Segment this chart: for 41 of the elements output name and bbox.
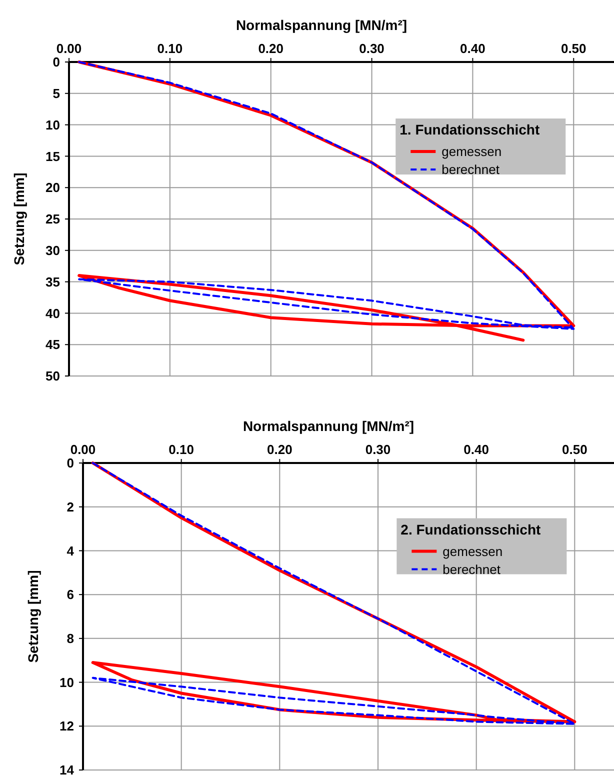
y-tick-label: 40 xyxy=(46,306,60,321)
legend-title: 1. Fundationsschicht xyxy=(400,122,540,138)
y-tick-label: 30 xyxy=(46,242,60,258)
y-tick-label: 0 xyxy=(52,54,60,70)
y-tick-label: 15 xyxy=(46,148,60,164)
y-tick-label: 12 xyxy=(60,718,74,734)
y-tick-label: 8 xyxy=(66,630,74,646)
x-tick-label: 0.10 xyxy=(168,442,194,457)
x-tick-label: 0.30 xyxy=(365,442,391,457)
y-tick-label: 50 xyxy=(46,368,60,384)
y-axis-title: Setzung [mm] xyxy=(11,172,27,266)
x-axis-title: Normalspannung [MN/m²] xyxy=(242,418,414,434)
y-tick-label: 6 xyxy=(66,587,74,602)
x-tick-label: 0.00 xyxy=(70,442,96,457)
y-tick-label: 45 xyxy=(46,337,60,352)
y-tick-label: 5 xyxy=(52,86,60,101)
x-tick-label: 0.50 xyxy=(560,41,586,56)
x-tick-label: 0.20 xyxy=(267,442,292,457)
x-tick-label: 0.50 xyxy=(562,442,588,457)
x-tick-label: 0.00 xyxy=(56,41,82,56)
y-tick-label: 0 xyxy=(66,456,74,471)
y-tick-label: 4 xyxy=(66,543,75,558)
y-tick-label: 10 xyxy=(46,117,60,132)
x-tick-label: 0.30 xyxy=(359,41,384,56)
x-tick-label: 0.20 xyxy=(258,41,284,56)
legend-label: gemessen xyxy=(442,144,502,160)
x-axis-title: Normalspannung [MN/m²] xyxy=(236,17,408,33)
y-tick-label: 35 xyxy=(46,274,60,290)
y-tick-label: 14 xyxy=(60,762,75,778)
y-tick-label: 10 xyxy=(60,674,74,690)
x-tick-label: 0.40 xyxy=(464,442,489,457)
legend-title: 2. Fundationsschicht xyxy=(400,521,542,538)
y-axis-title: Setzung [mm] xyxy=(25,570,41,663)
x-tick-label: 0.40 xyxy=(460,41,486,56)
legend-label: berechnet xyxy=(442,162,500,178)
y-tick-label: 2 xyxy=(66,499,74,514)
legend-label: gemessen xyxy=(442,544,503,559)
x-tick-label: 0.10 xyxy=(157,41,183,56)
y-tick-label: 25 xyxy=(46,212,60,227)
y-tick-label: 20 xyxy=(46,180,60,196)
legend-label: berechnet xyxy=(442,562,501,577)
